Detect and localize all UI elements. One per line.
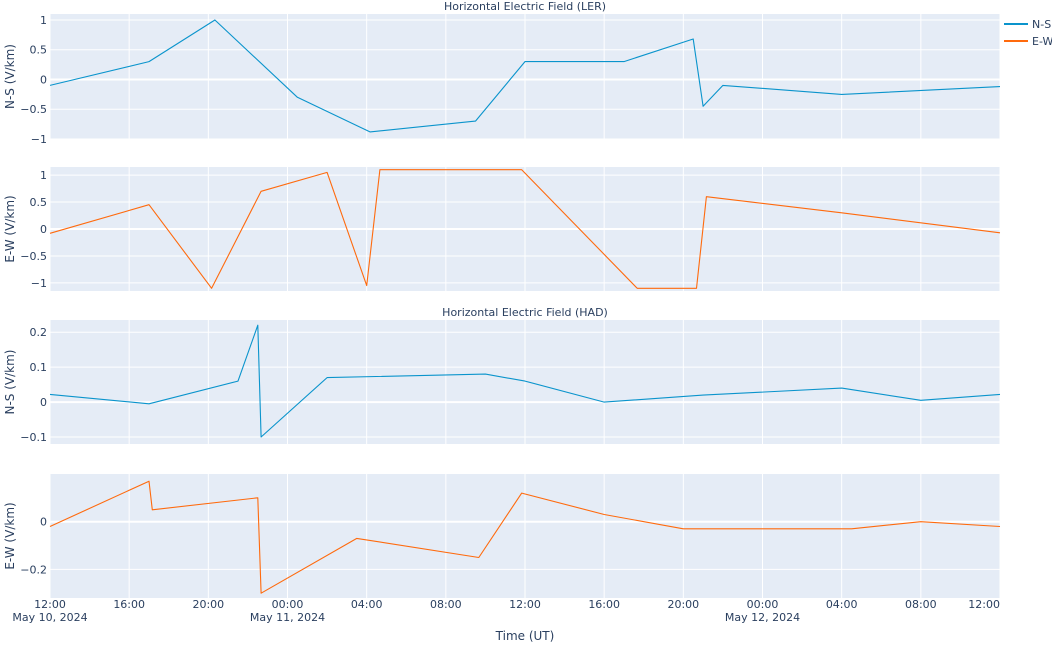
panel-title: Horizontal Electric Field (HAD) — [442, 306, 608, 319]
x-axis-title: Time (UT) — [495, 629, 555, 643]
x-tick-label: 08:00 — [430, 598, 462, 611]
x-tick-label: 04:00 — [826, 598, 858, 611]
y-tick-label: 0.2 — [30, 326, 48, 339]
y-tick-label: 0 — [40, 73, 47, 86]
y-tick-label: −0.1 — [20, 431, 47, 444]
series-line-ew — [49, 169, 1001, 289]
panel-1: 1 0.5 0 −0.5 −1 N-S (V/km) Horizontal Electric… — [3, 0, 1001, 146]
legend-label-ns: N-S — [1032, 18, 1051, 31]
y-axis-title: E-W (V/km) — [3, 195, 17, 262]
panels: 1 0.5 0 −0.5 −1 N-S (V/km) Horizontal Electric… — [3, 0, 1001, 598]
y-tick-label: 0 — [40, 516, 47, 529]
x-tick-label: 04:00 — [351, 598, 383, 611]
y-tick-label: −1 — [31, 133, 47, 146]
x-tick-label: 16:00 — [588, 598, 620, 611]
x-tick-date-label: May 11, 2024 — [250, 611, 325, 624]
y-tick-label: 0.5 — [30, 44, 48, 57]
legend-item-ns[interactable]: N-S — [1004, 18, 1051, 31]
panel-3: 0.2 0.1 0 −0.1 N-S (V/km) Horizontal Electric… — [3, 306, 1001, 444]
y-axis-title: N-S (V/km) — [3, 44, 17, 109]
x-tick-label: 20:00 — [667, 598, 699, 611]
x-tick-label: 20:00 — [192, 598, 224, 611]
series-line-ns — [49, 19, 1001, 133]
x-tick-label: 00:00 — [272, 598, 304, 611]
legend[interactable]: N-S E-W — [1004, 18, 1052, 48]
y-tick-label: −0.5 — [20, 103, 47, 116]
x-tick-date-label: May 10, 2024 — [12, 611, 87, 624]
x-tick-label: 08:00 — [905, 598, 937, 611]
panel-2: 1 0.5 0 −0.5 −1 E-W (V/km) — [3, 167, 1001, 291]
x-tick-label: 12:00 — [968, 598, 1000, 611]
x-tick-label: 12:00 — [509, 598, 541, 611]
legend-item-ew[interactable]: E-W — [1004, 35, 1052, 48]
x-tick-date-label: May 12, 2024 — [725, 611, 800, 624]
series-line-ns — [49, 324, 1001, 438]
y-tick-label: 0.1 — [30, 361, 48, 374]
panel-4: 0 −0.2E-W (V/km) — [3, 474, 1001, 598]
y-tick-label: 0 — [40, 223, 47, 236]
y-tick-label: 0 — [40, 396, 47, 409]
y-tick-label: 1 — [40, 169, 47, 182]
legend-label-ew: E-W — [1032, 35, 1052, 48]
y-axis-title: E-W (V/km) — [3, 502, 17, 569]
x-tick-label: 16:00 — [113, 598, 145, 611]
x-tick-label: 00:00 — [747, 598, 779, 611]
panel-title: Horizontal Electric Field (LER) — [444, 0, 606, 13]
y-tick-label: −1 — [31, 277, 47, 290]
series-line-ew — [49, 480, 1001, 594]
x-tick-label: 12:00 — [34, 598, 66, 611]
y-tick-label: −0.2 — [20, 563, 47, 576]
y-tick-label: 0.5 — [30, 196, 48, 209]
y-tick-label: −0.5 — [20, 250, 47, 263]
y-tick-label: 1 — [40, 14, 47, 27]
y-axis-title: N-S (V/km) — [3, 350, 17, 415]
